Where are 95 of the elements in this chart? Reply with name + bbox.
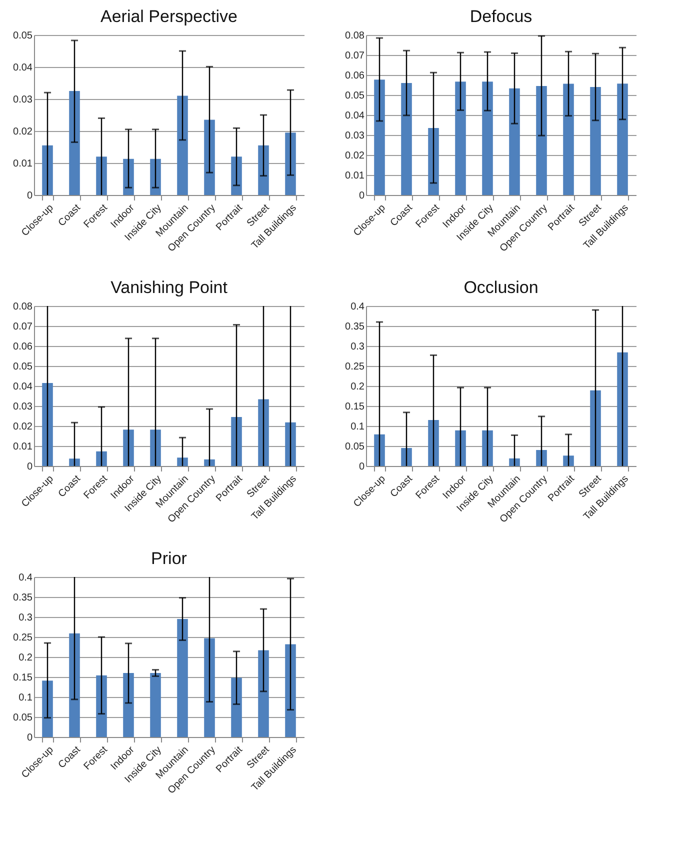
y-tick-label: 0.04	[345, 110, 365, 122]
bar	[374, 80, 385, 195]
y-tick-label: 0.35	[345, 322, 365, 332]
bar	[123, 430, 134, 466]
bar	[374, 434, 385, 466]
y-tick-label: 0.02	[13, 422, 33, 432]
y-tick-label: 0.07	[13, 322, 33, 332]
y-tick-label: 0.4	[350, 302, 365, 312]
bar	[96, 451, 107, 466]
bar	[177, 619, 188, 737]
y-tick-label: 0.05	[345, 442, 365, 452]
y-tick-label: 0.03	[345, 130, 365, 142]
bar	[231, 678, 242, 737]
bar	[455, 430, 466, 466]
chart-title: Defocus	[470, 7, 532, 26]
y-tick-label: 0	[26, 732, 33, 744]
y-tick-label: 0.25	[345, 362, 365, 372]
y-tick-label: 0.4	[18, 572, 33, 584]
bar	[258, 650, 269, 737]
y-tick-label: 0.15	[13, 672, 33, 684]
bar	[563, 84, 574, 195]
bar	[204, 120, 215, 195]
bar	[455, 82, 466, 195]
bar	[150, 673, 161, 737]
bar	[285, 644, 296, 737]
bar	[69, 91, 80, 195]
y-tick-label: 0.03	[13, 402, 33, 412]
bar	[96, 156, 107, 195]
y-tick-label: 0.01	[13, 442, 33, 452]
bar	[96, 675, 107, 737]
y-tick-label: 0.03	[13, 94, 33, 106]
y-tick-label: 0.01	[345, 170, 365, 182]
y-tick-label: 0.1	[350, 422, 365, 432]
y-tick-label: 0	[26, 190, 33, 202]
y-tick-label: 0.15	[345, 402, 365, 412]
bar	[177, 458, 188, 466]
y-tick-label: 0	[26, 462, 33, 472]
bar	[590, 87, 601, 195]
y-tick-label: 0.04	[13, 62, 33, 74]
bar	[285, 132, 296, 195]
y-tick-label: 0.02	[345, 150, 365, 162]
bar	[590, 390, 601, 466]
y-tick-label: 0.3	[18, 612, 33, 624]
bar	[258, 145, 269, 195]
bar	[536, 450, 547, 466]
bar	[42, 680, 53, 737]
bar	[428, 420, 439, 466]
y-tick-label: 0.08	[13, 302, 33, 312]
chart-title: Prior	[151, 549, 188, 568]
bar	[401, 83, 412, 195]
bar	[401, 448, 412, 466]
bar	[285, 422, 296, 466]
y-tick-label: 0.01	[13, 158, 33, 170]
bar	[563, 456, 574, 466]
chart-title: Vanishing Point	[110, 278, 228, 297]
bar	[204, 638, 215, 737]
y-tick-label: 0	[358, 462, 365, 472]
bar	[42, 145, 53, 195]
y-tick-label: 0.05	[13, 362, 33, 372]
bar	[482, 82, 493, 195]
bar	[123, 673, 134, 737]
y-tick-label: 0.05	[13, 30, 33, 42]
bar	[258, 399, 269, 466]
y-tick-label: 0.02	[13, 126, 33, 138]
chart-title: Occlusion	[464, 278, 538, 297]
y-tick-label: 0.3	[350, 342, 365, 352]
y-tick-label: 0.05	[13, 712, 33, 724]
bar	[509, 458, 520, 466]
bar	[69, 458, 80, 466]
y-tick-label: 0.08	[345, 30, 365, 42]
y-tick-label: 0.06	[345, 70, 365, 82]
y-tick-label: 0.07	[345, 50, 365, 62]
bar	[231, 156, 242, 195]
bar	[177, 96, 188, 195]
y-tick-label: 0	[358, 190, 365, 202]
y-tick-label: 0.25	[13, 632, 33, 644]
bar	[482, 430, 493, 466]
bar	[69, 633, 80, 737]
bar	[204, 459, 215, 466]
bar	[231, 417, 242, 466]
bar	[150, 430, 161, 466]
chart-title: Aerial Perspective	[100, 7, 238, 26]
y-tick-label: 0.05	[345, 90, 365, 102]
bar	[509, 88, 520, 195]
y-tick-label: 0.1	[18, 692, 33, 704]
bar	[617, 84, 628, 195]
y-tick-label: 0.35	[13, 592, 33, 604]
y-tick-label: 0.06	[13, 342, 33, 352]
y-tick-label: 0.2	[18, 652, 33, 664]
y-tick-label: 0.04	[13, 382, 33, 392]
y-tick-label: 0.2	[350, 382, 365, 392]
bar	[42, 383, 53, 466]
bar	[617, 352, 628, 466]
bar	[536, 86, 547, 195]
bar	[428, 128, 439, 195]
